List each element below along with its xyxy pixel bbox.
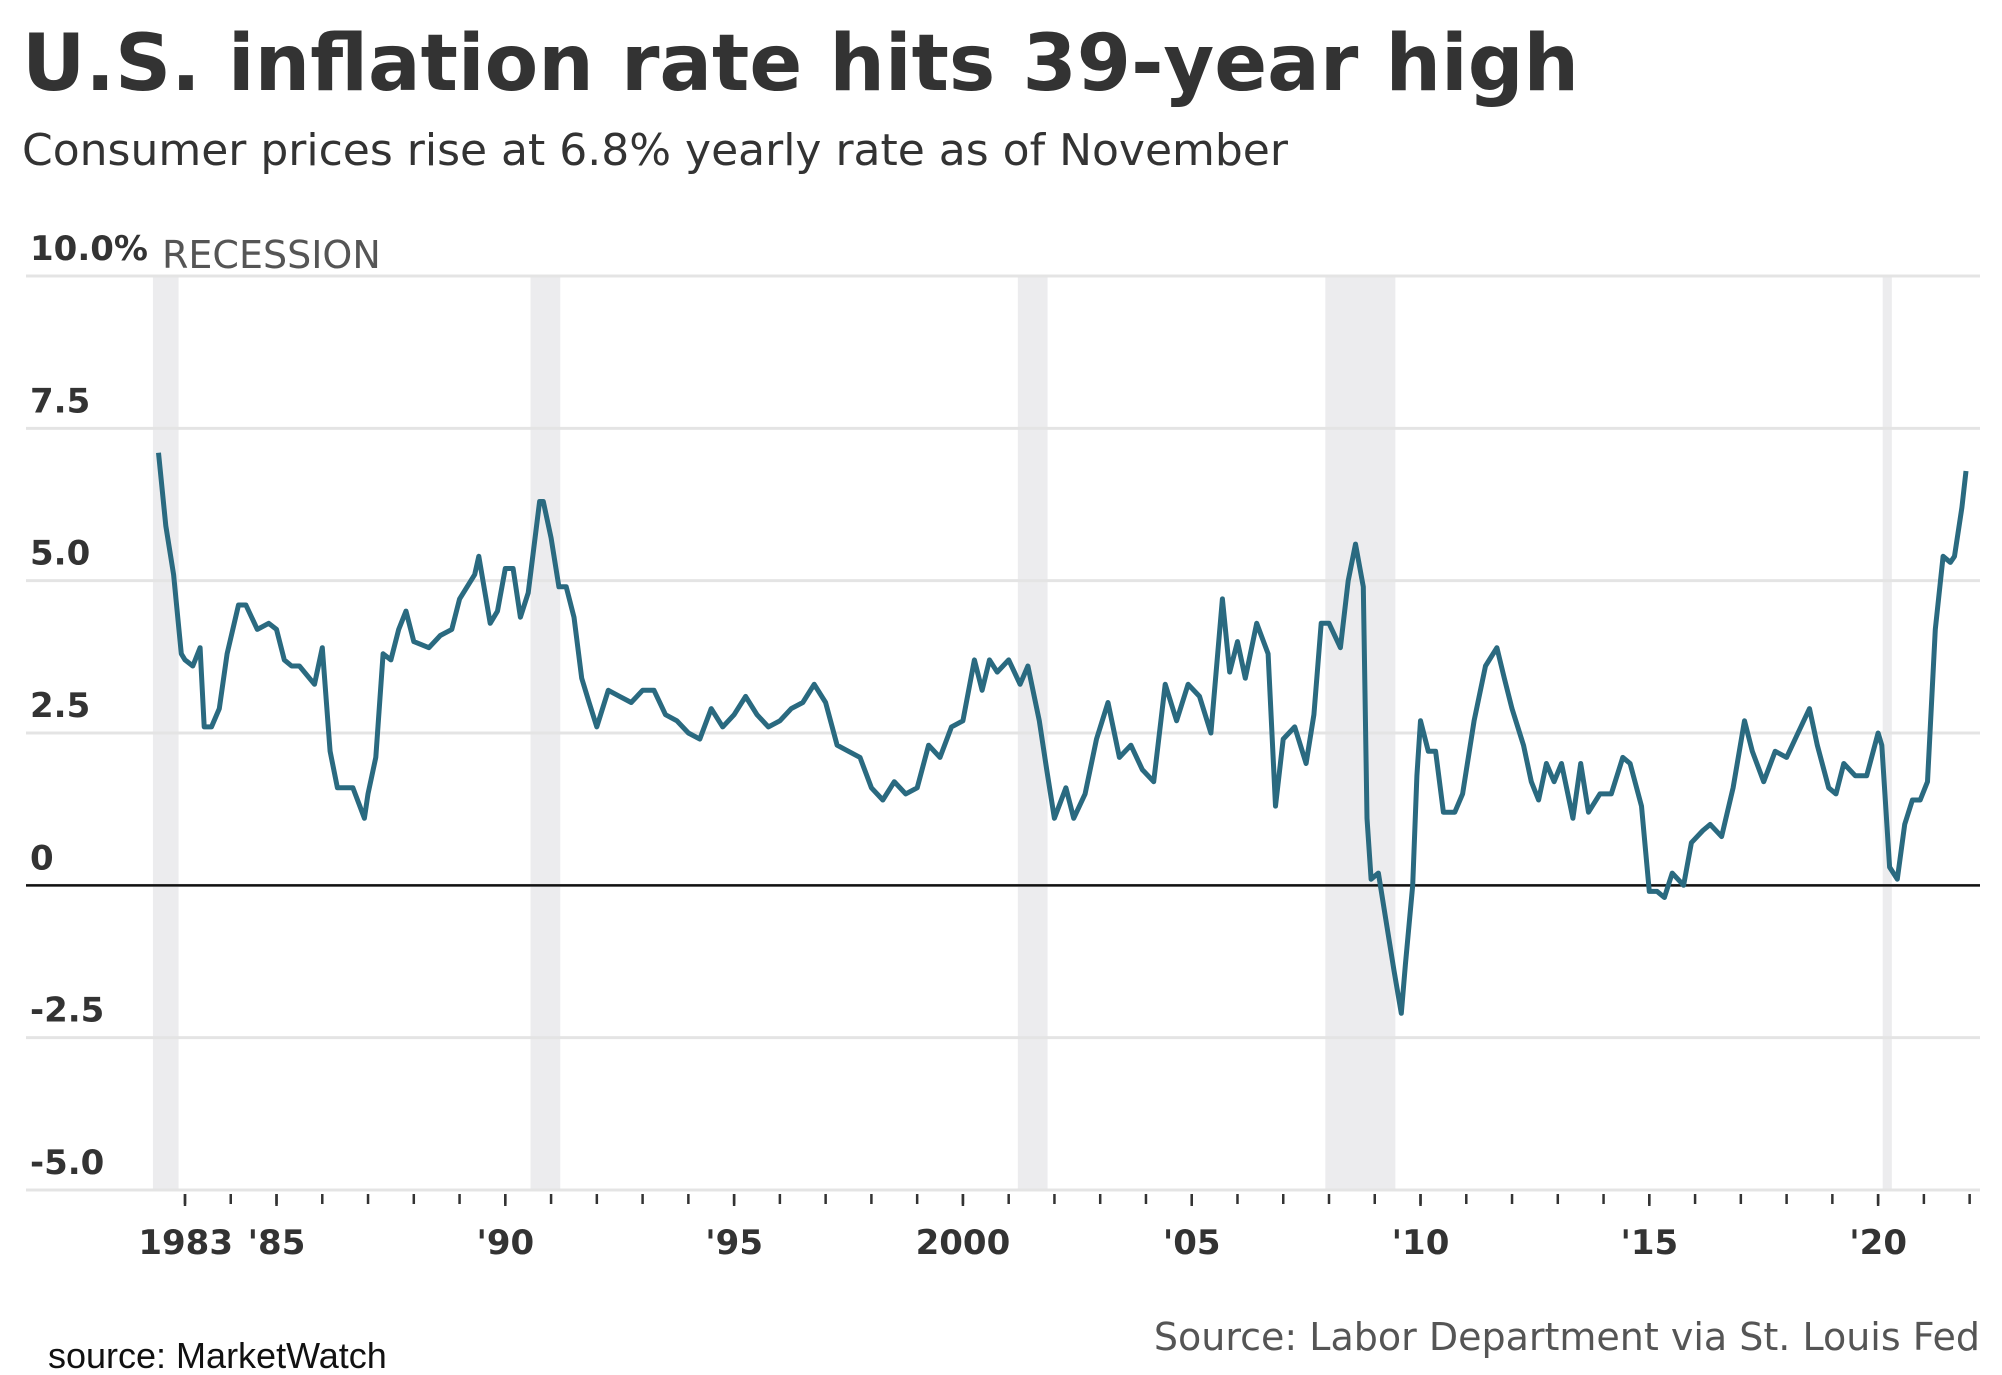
x-tick-label: '15 <box>1620 1223 1678 1263</box>
inflation-line <box>156 452 1969 1016</box>
x-tick-label: '85 <box>248 1223 306 1263</box>
y-tick-label: 10.0% <box>30 229 148 269</box>
x-tick-label: '05 <box>1163 1223 1221 1263</box>
recession-label: RECESSION <box>162 233 381 277</box>
x-tick-label: '10 <box>1392 1223 1450 1263</box>
y-tick-label: 2.5 <box>30 686 90 726</box>
credit: source: MarketWatch <box>48 1335 387 1375</box>
source: Source: Labor Department via St. Louis F… <box>1154 1315 1980 1359</box>
y-tick-label: 5.0 <box>30 534 90 574</box>
x-tick-label: 1983 <box>138 1223 233 1263</box>
x-tick-label: '20 <box>1849 1223 1907 1263</box>
y-tick-label: -5.0 <box>30 1143 104 1183</box>
x-tick-label: '90 <box>476 1223 534 1263</box>
chart-subtitle: Consumer prices rise at 6.8% yearly rate… <box>22 125 1289 176</box>
y-tick-label: 0 <box>30 838 54 878</box>
x-tick-label: '95 <box>705 1223 763 1263</box>
y-tick-label: 7.5 <box>30 381 90 421</box>
y-tick-label: -2.5 <box>30 991 104 1031</box>
x-tick-label: 2000 <box>916 1223 1011 1263</box>
chart-title: U.S. inflation rate hits 39-year high <box>22 19 1579 109</box>
